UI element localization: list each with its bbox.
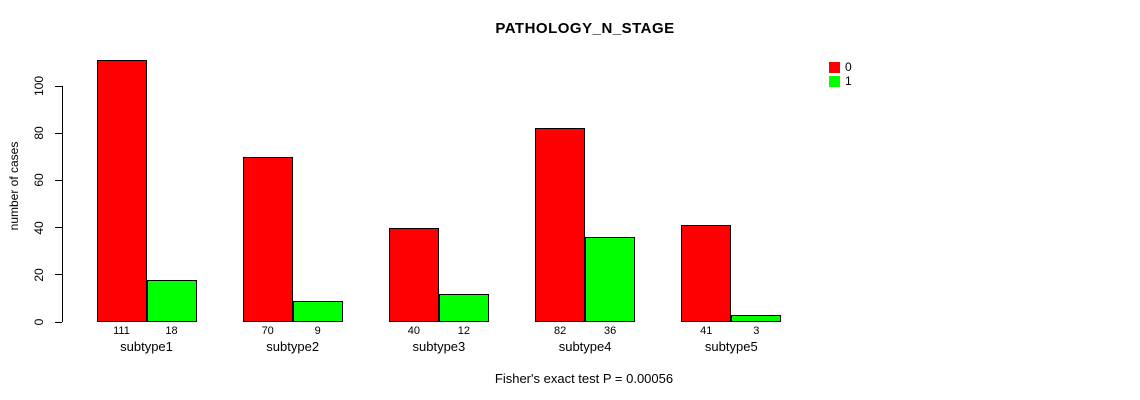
bar-value-label: 12 <box>457 325 471 337</box>
y-axis-tick-label: 60 <box>32 173 46 188</box>
legend-entry-1: 1 <box>829 75 852 87</box>
legend-label-0: 0 <box>845 60 852 74</box>
legend-label-1: 1 <box>845 74 852 88</box>
bar-value-label: 111 <box>113 325 130 337</box>
bar-subtype4-series-1 <box>585 237 636 322</box>
bar-subtype1-series-1 <box>146 279 197 322</box>
x-axis-label-subtype2: subtype2 <box>266 339 320 354</box>
bar-value-label: 36 <box>603 325 617 337</box>
bar-subtype5-series-0 <box>681 225 732 322</box>
bar-subtype3-series-1 <box>438 293 489 322</box>
bar-subtype1-series-0 <box>96 60 147 322</box>
x-axis-label-subtype1: subtype1 <box>120 339 173 354</box>
bar-value-label: 40 <box>407 325 421 337</box>
y-axis-tick-label: 20 <box>32 268 46 282</box>
bar-value-label: 70 <box>261 325 274 337</box>
y-axis-tick-label: 100 <box>32 75 46 97</box>
y-axis-tick-label: 40 <box>32 220 46 235</box>
y-axis-title: number of cases <box>7 141 21 231</box>
bar-value-label: 9 <box>314 325 321 337</box>
bar-value-label: 18 <box>165 325 178 337</box>
y-axis-tick <box>55 132 62 134</box>
x-axis-label-subtype4: subtype4 <box>558 339 612 354</box>
legend-swatch-green <box>829 75 840 87</box>
bar-subtype5-series-1 <box>731 314 782 322</box>
y-axis-tick-label: 80 <box>32 126 46 140</box>
y-axis-tick <box>55 274 62 276</box>
y-axis-tick <box>55 85 62 87</box>
y-axis-tick <box>55 321 62 323</box>
fisher-test-annotation: Fisher's exact test P = 0.00056 <box>494 371 674 386</box>
x-axis-label-subtype3: subtype3 <box>412 339 466 354</box>
bar-value-label: 41 <box>700 325 713 337</box>
bar-subtype3-series-0 <box>388 227 439 322</box>
bar-subtype4-series-0 <box>535 128 586 322</box>
y-axis-tick <box>55 179 62 181</box>
chart-title: PATHOLOGY_N_STAGE <box>495 20 675 37</box>
bar-value-label: 82 <box>553 325 567 337</box>
y-axis-tick-label: 0 <box>32 318 46 326</box>
legend: 0 1 <box>829 61 852 89</box>
y-axis-tick <box>55 227 62 229</box>
legend-swatch-red <box>829 61 840 73</box>
legend-entry-0: 0 <box>829 61 852 73</box>
x-axis-label-subtype5: subtype5 <box>704 339 758 354</box>
bar-subtype2-series-1 <box>292 300 343 322</box>
bar-subtype2-series-0 <box>242 156 293 322</box>
bar-value-label: 3 <box>753 325 760 337</box>
y-axis-line <box>62 86 63 322</box>
